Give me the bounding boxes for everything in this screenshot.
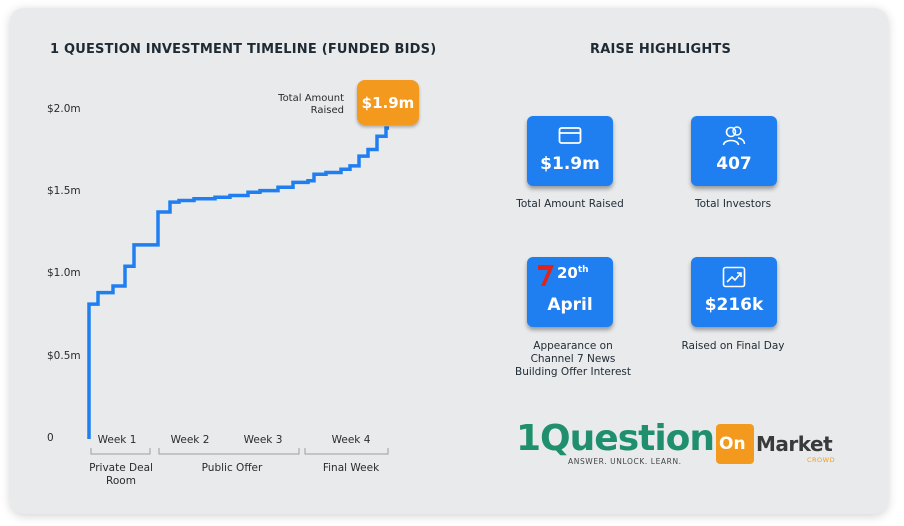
week-label: Week 4 [331,434,371,446]
highlight-total-investors: 407 [691,116,777,186]
onmarket-logo-market: Market [756,432,833,456]
callout-label: Total Amount Raised [278,93,344,116]
phase-label: Private Deal Room [89,462,153,487]
y-tick-label: $1.5m [47,185,81,197]
y-tick-label: $2.0m [47,103,81,115]
highlight-channel-7: 20th April [527,257,613,327]
phase-label: Public Offer [201,462,263,474]
week-label: Week 3 [243,434,283,446]
growth-chart-icon [722,266,746,288]
date-day: 20th [557,264,589,282]
phase-bracket [90,448,151,455]
funding-step-line [87,126,389,439]
onmarket-logo-badge [716,424,754,464]
week-label: Week 1 [97,434,137,446]
channel-7-icon [538,265,554,286]
y-tick-label: $0.5m [47,350,81,362]
credit-card-icon [558,127,582,144]
chart-title: 1 QUESTION INVESTMENT TIMELINE (FUNDED B… [50,42,437,57]
investors-icon [722,126,746,146]
highlight-caption: Raised on Final Day [681,340,785,352]
highlight-value: 407 [716,154,752,174]
highlight-caption: Total Investors [694,198,772,210]
question-logo: 1Question [516,418,715,459]
highlight-value: $1.9m [540,154,600,174]
highlights-title: RAISE HIGHLIGHTS [590,42,732,57]
highlight-caption: Appearance on Channel 7 News Building Of… [514,340,632,378]
week-label: Week 2 [170,434,210,446]
date-month: April [547,295,593,315]
phase-label: Final Week [322,462,380,474]
question-logo-tagline: ANSWER. UNLOCK. LEARN. [568,457,682,466]
onmarket-logo-on: On [719,434,746,454]
highlight-final-day: $216k [691,257,777,327]
highlight-total-raised: $1.9m [527,116,613,186]
y-tick-label: 0 [47,432,54,444]
highlight-value: $216k [704,295,764,315]
y-tick-label: $1.0m [47,267,81,279]
onmarket-logo-crowd: CROWD [807,456,836,464]
phase-bracket [158,448,300,455]
highlight-caption: Total Amount Raised [516,198,624,210]
total-raised-callout: $1.9m [357,80,419,125]
phase-bracket [304,448,389,455]
